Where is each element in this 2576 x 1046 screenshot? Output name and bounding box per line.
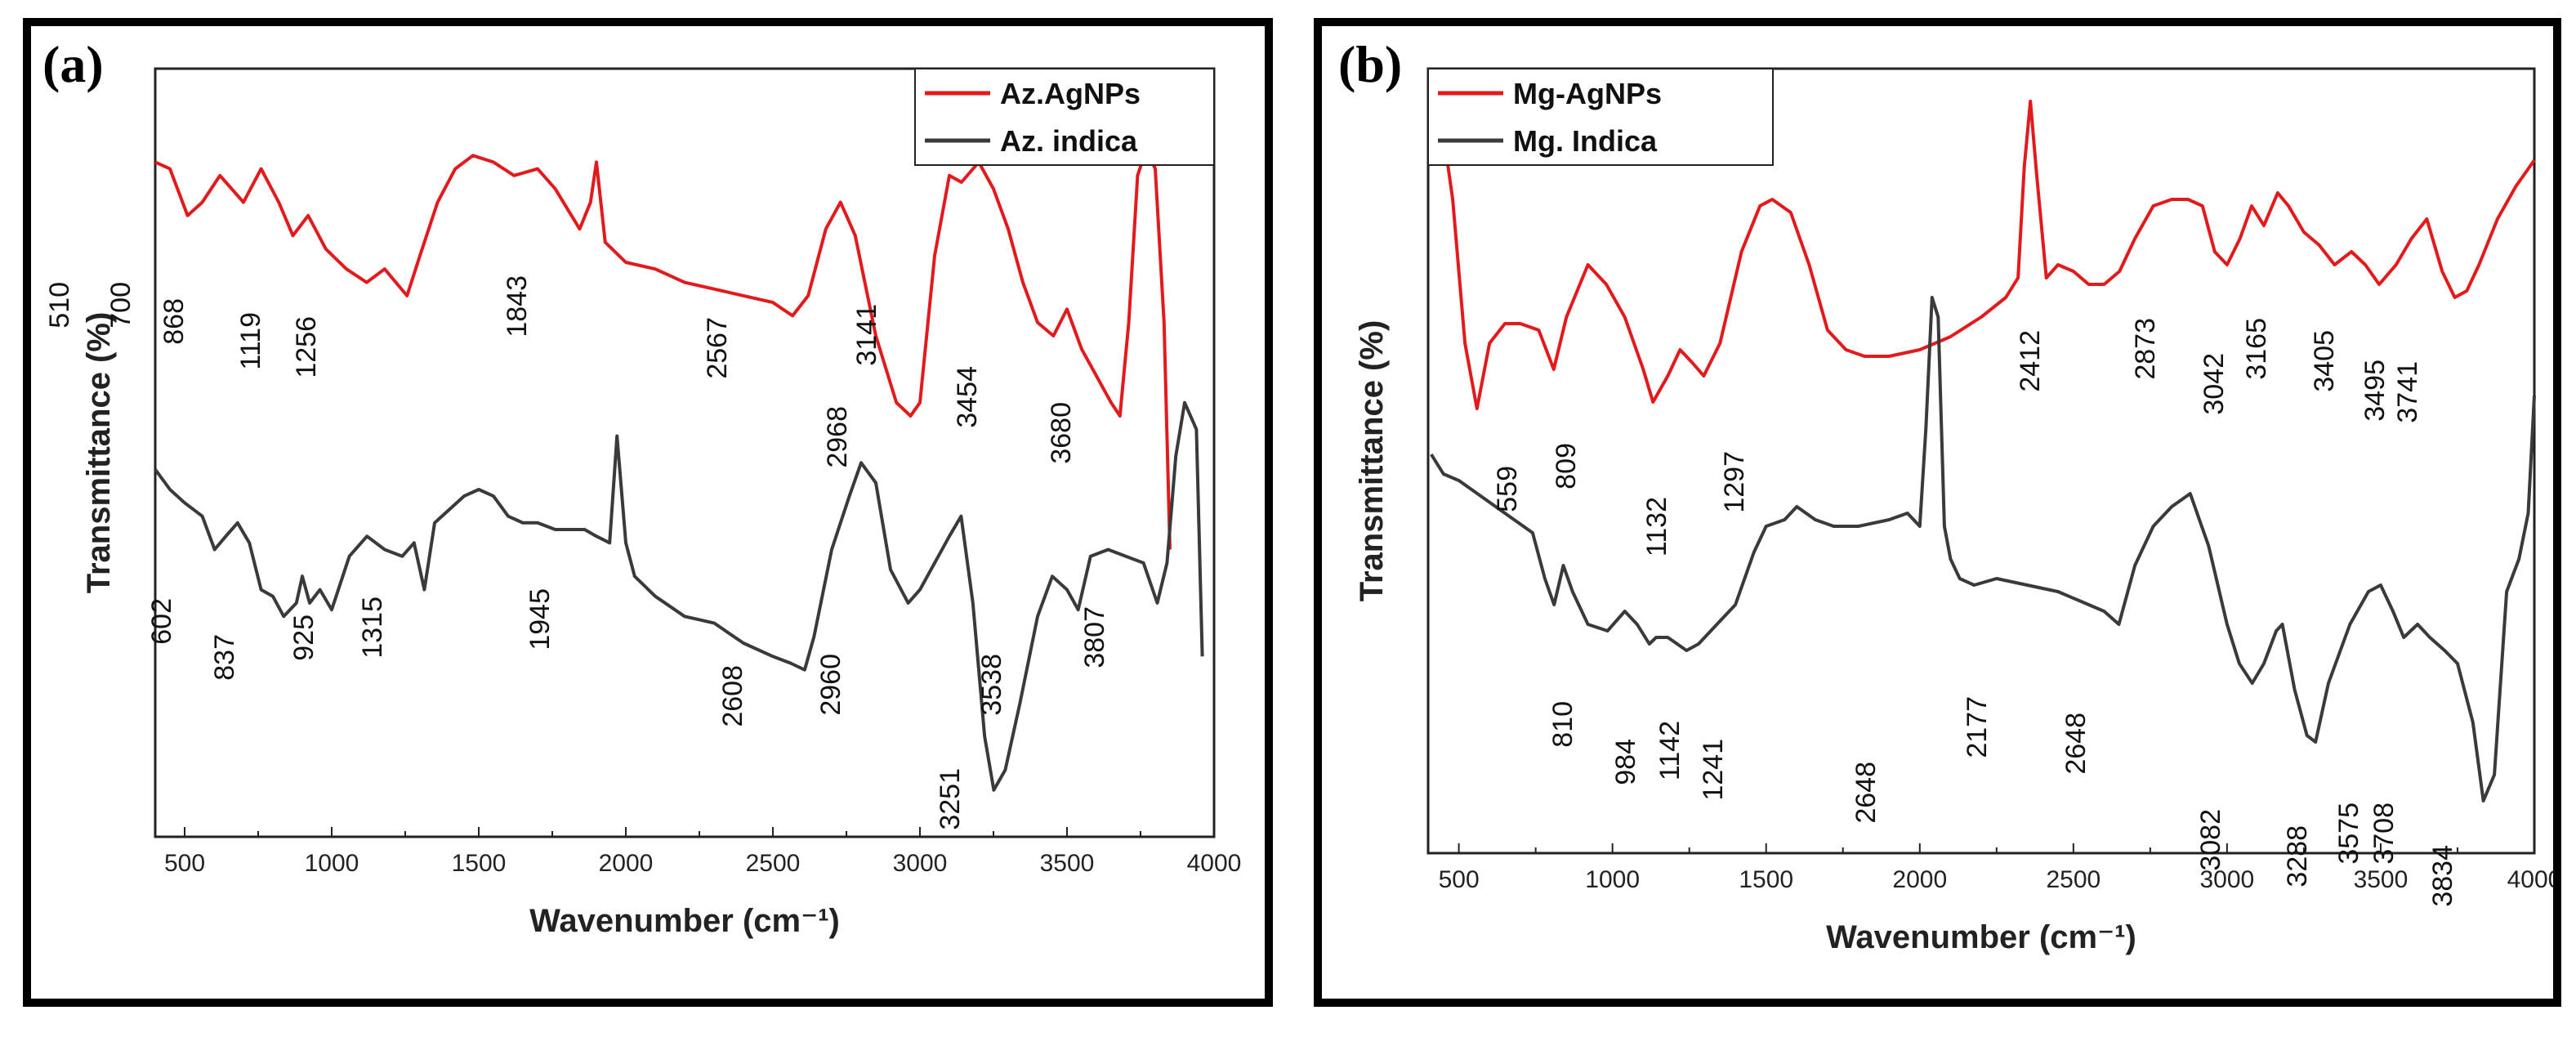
peak-label: 3288 (2282, 825, 2313, 887)
x-tick-label: 1000 (305, 850, 359, 877)
peak-label: 3680 (1046, 402, 1077, 464)
peak-label: 3165 (2241, 318, 2272, 380)
peak-label: 984 (1610, 739, 1641, 785)
peak-label: 1843 (502, 275, 533, 337)
peak-label: 837 (209, 634, 240, 681)
x-tick-label: 2000 (599, 850, 654, 877)
peak-label: 559 (1492, 466, 1523, 512)
peak-label: 3741 (2392, 361, 2423, 423)
peak-label: 868 (158, 298, 190, 345)
peak-label: 2608 (717, 665, 748, 727)
peak-label: 700 (105, 282, 136, 329)
series-line-nanoparticles (154, 147, 1172, 550)
x-tick-label: 4000 (2507, 866, 2553, 893)
peak-label: 2177 (1962, 696, 1993, 758)
panel-a: (a) 500 1000 1500 2000 2500 3000 3500 4000 Wavenu… (23, 18, 1273, 1007)
peak-label: 3807 (1079, 606, 1110, 668)
peak-label: 3141 (851, 304, 882, 366)
x-tick-label: 3500 (1040, 850, 1095, 877)
plot-frame (154, 67, 1216, 838)
peak-label: 1315 (357, 597, 388, 659)
x-tick-label: 2500 (746, 850, 801, 877)
peak-label: 2567 (702, 317, 733, 379)
peak-label: 2968 (822, 406, 853, 468)
y-axis-title: Transmittance (%) (81, 312, 117, 594)
peak-label: 3575 (2333, 802, 2364, 865)
panel-b: (b) 500 1000 1500 2000 2500 3000 3500 4000 Wavenu… (1314, 18, 2561, 1007)
peak-label: 3708 (2368, 802, 2400, 865)
peak-label: 1297 (1719, 451, 1750, 513)
y-axis-title: Transmittance (%) (1354, 320, 1390, 602)
series-line-extract (1430, 296, 2536, 802)
peak-label: 3454 (952, 366, 983, 428)
x-tick-label: 3500 (2354, 866, 2409, 893)
peak-label: 2412 (2015, 330, 2046, 392)
legend-box (914, 68, 1215, 166)
chart-b: (b) 500 1000 1500 2000 2500 3000 3500 4000 Wavenu… (1338, 35, 2553, 955)
x-tick-label: 3000 (893, 850, 948, 877)
x-tick-label: 1000 (1585, 866, 1640, 893)
peak-label: 2648 (2060, 713, 2092, 775)
peak-label: 3538 (976, 654, 1007, 716)
x-tick-label: 1500 (452, 850, 507, 877)
peak-label: 1256 (291, 316, 322, 378)
x-tick-label: 4000 (1187, 850, 1242, 877)
x-tick-label: 500 (1439, 866, 1480, 893)
peak-label: 3495 (2359, 360, 2391, 422)
legend-box (1427, 68, 1774, 166)
series-line-nanoparticles (1432, 94, 2536, 410)
peak-label: 1142 (1654, 721, 1685, 780)
peak-label: 1132 (1641, 497, 1672, 557)
panel-tag: (a) (42, 35, 104, 93)
peak-label: 1119 (235, 312, 266, 370)
peak-label: 3042 (2199, 353, 2230, 415)
peak-label: 510 (44, 282, 75, 329)
peak-label: 2960 (815, 654, 846, 716)
x-tick-label: 1500 (1739, 866, 1793, 893)
legend-label: Az. indica (1000, 124, 1138, 158)
legend-label: Mg-AgNPs (1513, 77, 1662, 110)
peak-label: 3082 (2195, 809, 2226, 871)
panel-tag: (b) (1338, 35, 1402, 93)
legend-label: Az.AgNPs (1000, 77, 1141, 110)
peak-label: 809 (1551, 443, 1582, 489)
peak-label: 3251 (935, 768, 966, 830)
plot-frame (1426, 67, 2536, 855)
peak-label: 1241 (1698, 739, 1729, 801)
chart-a: (a) 500 1000 1500 2000 2500 3000 3500 4000 Wavenu… (42, 35, 1242, 939)
peak-label: 3405 (2309, 330, 2340, 392)
peak-label: 3834 (2427, 845, 2458, 907)
x-tick-label: 2000 (1892, 866, 1947, 893)
x-tick-label: 2500 (2046, 866, 2101, 893)
x-tick-label: 500 (164, 850, 205, 877)
x-tick-label: 3000 (2200, 866, 2255, 893)
peak-label: 1945 (525, 588, 556, 650)
peak-label: 925 (288, 615, 319, 661)
peak-label: 602 (146, 598, 177, 645)
x-axis-title: Wavenumber (cm⁻¹) (1826, 919, 2136, 955)
x-axis-title: Wavenumber (cm⁻¹) (529, 903, 840, 939)
series-line-extract (154, 400, 1204, 792)
peak-label: 2873 (2130, 318, 2161, 380)
peak-label: 2648 (1851, 762, 1882, 824)
legend-label: Mg. Indica (1513, 124, 1658, 158)
peak-label: 810 (1547, 701, 1578, 748)
